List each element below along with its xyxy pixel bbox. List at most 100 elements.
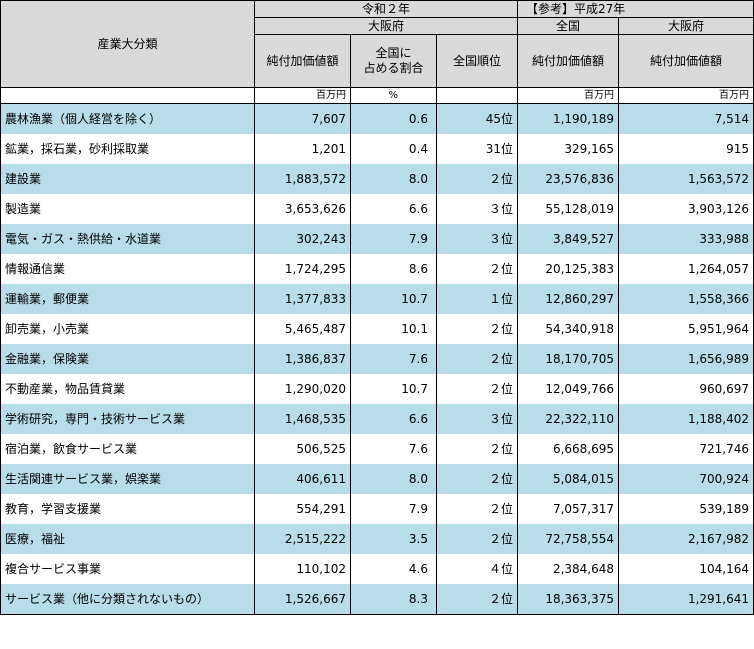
table-row: 農林漁業（個人経営を除く） 7,607 0.6 45位 1,190,189 7,514 (0, 103, 754, 134)
industry-name: 教育，学習支援業 (0, 494, 255, 524)
national-value: 3,849,527 (517, 224, 620, 254)
table-row: 生活関連サービス業，娯楽業 406,611 8.0 ２位 5,084,015 700,92… (0, 464, 754, 494)
ref-value: 1,188,402 (618, 404, 754, 434)
osaka-value: 7,607 (254, 103, 351, 134)
industry-name: 農林漁業（個人経営を除く） (0, 103, 255, 134)
national-rank: ２位 (435, 164, 519, 194)
ref-value: 3,903,126 (618, 194, 754, 224)
osaka-value: 554,291 (254, 494, 351, 524)
table-row: 金融業，保険業 1,386,837 7.6 ２位 18,170,705 1,656,989 (0, 344, 754, 374)
industry-name: 電気・ガス・熱供給・水道業 (0, 224, 255, 254)
osaka-header: 大阪府 (253, 17, 519, 35)
national-rank: ２位 (435, 374, 519, 404)
table-row: 学術研究，専門・技術サービス業 1,468,535 6.6 ３位 22,322,110 1… (0, 404, 754, 434)
osaka-value: 110,102 (254, 554, 351, 584)
national-share: 8.0 (350, 464, 437, 494)
reference-header: 【参考】平成27年 (517, 0, 754, 18)
net-value-national-header: 純付加価値額 (517, 34, 620, 88)
category-header: 産業大分類 (0, 0, 255, 88)
industry-name: 情報通信業 (0, 254, 255, 284)
osaka-value: 2,515,222 (254, 524, 351, 554)
osaka-value: 1,377,833 (254, 284, 351, 314)
national-rank: ２位 (435, 434, 519, 464)
osaka-value: 1,386,837 (254, 344, 351, 374)
table-row: 医療，福祉 2,515,222 3.5 ２位 72,758,554 2,167,982 (0, 524, 754, 554)
national-rank: ２位 (435, 494, 519, 524)
national-share: 7.9 (350, 494, 437, 524)
industry-name: 医療，福祉 (0, 524, 255, 554)
unit-blank (0, 87, 255, 104)
national-value: 18,363,375 (517, 584, 620, 615)
ref-value: 539,189 (618, 494, 754, 524)
industry-name: 製造業 (0, 194, 255, 224)
national-share: 8.0 (350, 164, 437, 194)
unit-osaka: 百万円 (254, 87, 351, 104)
industry-name: 金融業，保険業 (0, 344, 255, 374)
national-share: 8.3 (350, 584, 437, 615)
table-row: 建設業 1,883,572 8.0 ２位 23,576,836 1,563,572 (0, 164, 754, 194)
table-row: 情報通信業 1,724,295 8.6 ２位 20,125,383 1,264,057 (0, 254, 754, 284)
national-value: 18,170,705 (517, 344, 620, 374)
national-value: 12,049,766 (517, 374, 620, 404)
osaka-value: 1,724,295 (254, 254, 351, 284)
national-share: 10.7 (350, 374, 437, 404)
table-row: 鉱業，採石業，砂利採取業 1,201 0.4 31位 329,165 915 (0, 134, 754, 164)
table-row: サービス業（他に分類されないもの） 1,526,667 8.3 ２位 18,363,37… (0, 584, 754, 615)
national-value: 20,125,383 (517, 254, 620, 284)
national-rank: ２位 (435, 584, 519, 615)
ref-value: 2,167,982 (618, 524, 754, 554)
national-value: 22,322,110 (517, 404, 620, 434)
net-value-osaka-header: 純付加価値額 (254, 34, 351, 88)
osaka-value: 1,468,535 (254, 404, 351, 434)
table-row: 不動産業，物品賃貸業 1,290,020 10.7 ２位 12,049,766 960,6… (0, 374, 754, 404)
national-rank: ４位 (435, 554, 519, 584)
industry-name: 建設業 (0, 164, 255, 194)
national-share: 8.6 (350, 254, 437, 284)
osaka-ref-header: 大阪府 (618, 17, 754, 35)
national-rank: ２位 (435, 254, 519, 284)
ref-value: 1,291,641 (618, 584, 754, 615)
national-rank: 31位 (435, 134, 519, 164)
industry-name: 鉱業，採石業，砂利採取業 (0, 134, 255, 164)
ref-value: 104,164 (618, 554, 754, 584)
table-row: 電気・ガス・熱供給・水道業 302,243 7.9 ３位 3,849,527 333,98… (0, 224, 754, 254)
table-body: 農林漁業（個人経営を除く） 7,607 0.6 45位 1,190,189 7,514 鉱業… (0, 103, 754, 615)
national-value: 55,128,019 (517, 194, 620, 224)
industry-name: 宿泊業，飲食サービス業 (0, 434, 255, 464)
table-row: 宿泊業，飲食サービス業 506,525 7.6 ２位 6,668,695 721,746 (0, 434, 754, 464)
national-share: 0.6 (350, 103, 437, 134)
industry-name: 学術研究，専門・技術サービス業 (0, 404, 255, 434)
national-rank: ２位 (435, 314, 519, 344)
table-row: 製造業 3,653,626 6.6 ３位 55,128,019 3,903,126 (0, 194, 754, 224)
national-value: 5,084,015 (517, 464, 620, 494)
national-value: 2,384,648 (517, 554, 620, 584)
national-share: 6.6 (350, 404, 437, 434)
national-share-header: 全国に 占める割合 (350, 34, 437, 88)
national-value: 54,340,918 (517, 314, 620, 344)
osaka-value: 302,243 (254, 224, 351, 254)
national-rank: ３位 (435, 194, 519, 224)
unit-national: 百万円 (517, 87, 620, 104)
ref-value: 1,656,989 (618, 344, 754, 374)
industry-name: 卸売業，小売業 (0, 314, 255, 344)
osaka-value: 1,883,572 (254, 164, 351, 194)
national-value: 23,576,836 (517, 164, 620, 194)
national-rank: ２位 (435, 524, 519, 554)
unit-rank (435, 87, 519, 104)
national-share: 10.1 (350, 314, 437, 344)
osaka-value: 3,653,626 (254, 194, 351, 224)
national-header: 全国 (517, 17, 620, 35)
table-row: 教育，学習支援業 554,291 7.9 ２位 7,057,317 539,189 (0, 494, 754, 524)
national-value: 1,190,189 (517, 103, 620, 134)
osaka-value: 1,290,020 (254, 374, 351, 404)
national-value: 12,860,297 (517, 284, 620, 314)
national-value: 72,758,554 (517, 524, 620, 554)
net-value-ref-header: 純付加価値額 (618, 34, 754, 88)
national-value: 7,057,317 (517, 494, 620, 524)
national-share: 0.4 (350, 134, 437, 164)
national-rank: ２位 (435, 344, 519, 374)
unit-share: % (350, 87, 437, 104)
ref-value: 1,558,366 (618, 284, 754, 314)
ref-value: 1,264,057 (618, 254, 754, 284)
osaka-value: 1,526,667 (254, 584, 351, 615)
